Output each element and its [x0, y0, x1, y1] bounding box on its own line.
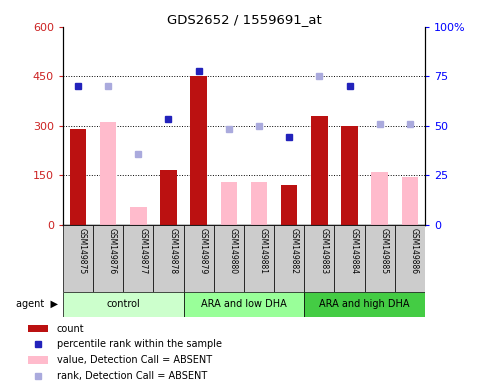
Text: GSM149879: GSM149879 — [199, 228, 208, 274]
Bar — [221, 182, 237, 225]
Bar — [402, 177, 418, 225]
Bar — [184, 292, 304, 317]
Text: GSM149883: GSM149883 — [319, 228, 328, 274]
Bar — [70, 129, 86, 225]
Bar — [341, 126, 358, 225]
Text: ARA and high DHA: ARA and high DHA — [319, 299, 410, 310]
Text: GSM149877: GSM149877 — [138, 228, 147, 274]
Bar — [184, 225, 213, 292]
Bar — [334, 225, 365, 292]
Bar — [281, 185, 298, 225]
Bar — [251, 182, 267, 225]
Text: count: count — [57, 324, 85, 334]
Bar — [63, 292, 184, 317]
Text: ARA and low DHA: ARA and low DHA — [201, 299, 287, 310]
Bar — [130, 207, 146, 225]
Text: value, Detection Call = ABSENT: value, Detection Call = ABSENT — [57, 355, 212, 365]
Bar — [28, 356, 48, 364]
Bar — [274, 225, 304, 292]
Text: GSM149885: GSM149885 — [380, 228, 389, 274]
Bar — [395, 225, 425, 292]
Bar — [93, 225, 123, 292]
Text: rank, Detection Call = ABSENT: rank, Detection Call = ABSENT — [57, 371, 207, 381]
Text: control: control — [106, 299, 140, 310]
Text: GSM149876: GSM149876 — [108, 228, 117, 274]
Text: agent  ▶: agent ▶ — [16, 299, 58, 310]
Text: GSM149881: GSM149881 — [259, 228, 268, 274]
Bar — [123, 225, 154, 292]
Text: GSM149886: GSM149886 — [410, 228, 419, 274]
Bar — [213, 225, 244, 292]
Title: GDS2652 / 1559691_at: GDS2652 / 1559691_at — [167, 13, 321, 26]
Bar — [190, 76, 207, 225]
Text: GSM149882: GSM149882 — [289, 228, 298, 274]
Bar — [244, 225, 274, 292]
Bar — [28, 325, 48, 333]
Text: GSM149884: GSM149884 — [350, 228, 358, 274]
Text: GSM149878: GSM149878 — [169, 228, 177, 274]
Bar — [371, 172, 388, 225]
Bar — [365, 225, 395, 292]
Bar — [154, 225, 184, 292]
Bar — [304, 292, 425, 317]
Bar — [304, 225, 334, 292]
Text: GSM149880: GSM149880 — [229, 228, 238, 274]
Bar — [63, 225, 93, 292]
Bar — [160, 170, 177, 225]
Bar — [311, 116, 327, 225]
Bar — [100, 122, 116, 225]
Text: percentile rank within the sample: percentile rank within the sample — [57, 339, 222, 349]
Text: GSM149875: GSM149875 — [78, 228, 87, 274]
